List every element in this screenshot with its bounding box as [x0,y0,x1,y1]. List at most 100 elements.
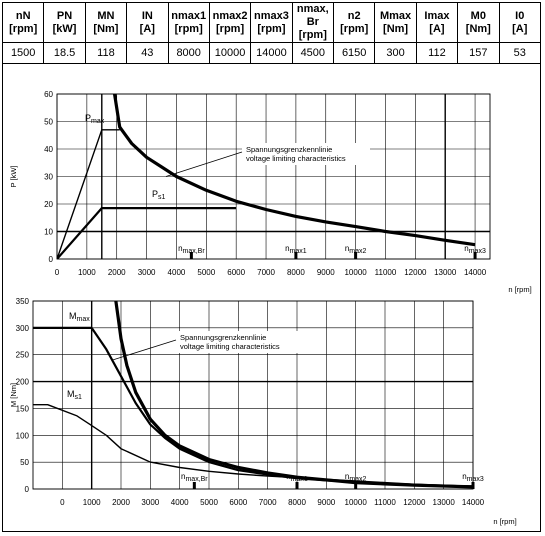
annotation-box [242,143,370,165]
spec-header-3: IN [A] [126,2,169,43]
y-tick-label: 150 [16,404,30,413]
spec-header-9: Mmax [Nm] [374,2,417,43]
marker-nmax1 [295,482,299,489]
marker-label: nmax,Br [181,472,208,483]
spec-unit: [Nm] [465,22,491,35]
y-tick-label: 250 [16,351,30,360]
y-tick-label: 10 [44,228,53,237]
chart-torque: 0 1000 2000 3000 4000 5000 6000 7000 8000 9000 100… [9,297,517,526]
x-tick-label: 9000 [317,268,335,277]
series-p-s1-line [57,207,237,259]
x-tick-label: 5000 [200,498,218,507]
spec-header-7: nmax, Br [rpm] [291,2,335,43]
spec-symbol: Mmax [379,9,412,22]
x-tick-label: 10000 [344,268,367,277]
marker-label-subscript: max2 [349,248,366,255]
spec-symbol: nmax2 [212,9,248,22]
x-tick-label: 12000 [404,268,427,277]
marker-label-subscript: max3 [467,476,484,483]
y-tick-label: 350 [16,297,30,306]
spec-header-10: Imax [A] [415,2,459,43]
spec-symbol: nN [15,9,31,22]
x-tick-label: 2000 [112,498,130,507]
x-tick-label: 6000 [229,498,247,507]
y-axis-label: P [kW] [9,166,18,188]
spec-value-6: 14000 [250,42,293,64]
y-tick-label: 50 [20,458,29,467]
series-p-s1-label: Ps1 [152,189,166,201]
marker-label-subscript: max1 [290,248,307,255]
spec-value-3: 43 [126,42,169,64]
spec-unit: [rpm] [216,22,245,35]
spec-header-11: M0 [Nm] [457,2,500,43]
annotation-line-1: Spannungsgrenzkennlinie [180,333,266,342]
x-tick-label: 13000 [434,268,457,277]
spec-value-12: 53 [498,42,541,64]
y-axis-label: M [Nm] [9,383,18,407]
series-label-subscript: s1 [75,394,83,401]
spec-unit: [rpm] [298,29,327,41]
marker-nmax-br [189,252,193,259]
y-tick-label: 20 [44,200,53,209]
series-group [57,94,476,259]
marker-nmax2 [354,252,358,259]
marker-nmax3 [471,482,475,489]
series-group [33,301,473,489]
x-tick-label: 14000 [464,268,487,277]
spec-symbol: PN [56,9,73,22]
spec-unit: [rpm] [9,22,38,35]
spec-symbol: MN [97,9,115,22]
x-tick-label: 1000 [83,498,101,507]
annotation-leader [112,339,177,361]
x-tick-label: 12000 [403,498,426,507]
x-tick-label: 0 [60,498,65,507]
chart-power: 0 1000 2000 3000 4000 5000 6000 7000 8000 9000 100… [9,90,532,294]
marker-label-subscript: max2 [349,476,366,483]
x-tick-label: 0 [55,268,60,277]
x-tick-label: 13000 [433,498,456,507]
marker-nmax1 [294,252,298,259]
spec-symbol: Imax [424,9,450,22]
series-label-subscript: s1 [158,194,166,201]
marker-label: nmax3 [464,244,486,255]
marker-label-subscript: max3 [469,248,486,255]
spec-unit: [A] [139,22,155,35]
spec-value-7: 4500 [291,42,335,64]
spec-header-12: I0 [A] [498,2,541,43]
annotation-box [176,331,304,353]
x-axis-label: n [rpm] [508,285,531,294]
series-voltage-limit-line [114,301,473,489]
x-tick-label: 11000 [374,498,396,507]
series-m-s1-line [33,404,473,487]
spec-unit: [rpm] [174,22,203,35]
marker-label-subscript: max1 [291,476,308,483]
spec-header-row: nN [rpm] PN [kW] MN [Nm] IN [A] nmax1 [rpm] nmax2[… [1,2,541,43]
marker-nmax-br [192,482,196,489]
x-tick-label: 2000 [108,268,126,277]
marker-label: nmax2 [345,244,367,255]
marker-label: nmax,Br [178,244,205,255]
spec-symbol: nmax1 [171,9,207,22]
y-tick-label: 100 [16,431,30,440]
annotation-line-1: Spannungsgrenzkennlinie [246,145,332,154]
series-p-max-line [57,129,120,259]
x-tick-label: 3000 [138,268,156,277]
annotation-line-2: voltage limiting characteristics [246,154,346,163]
spec-unit: [Nm] [93,22,119,35]
y-tick-label: 30 [44,173,53,182]
spec-value-5: 10000 [208,42,252,64]
series-voltage-limit-line [112,94,476,247]
spec-unit: [rpm] [257,22,286,35]
annotation-leader [165,151,243,177]
spec-table: nN [rpm] PN [kW] MN [Nm] IN [A] nmax1 [rpm] nmax2[… [1,2,541,64]
marker-label: nmax2 [345,472,367,483]
spec-value-2: 118 [84,42,128,64]
x-tick-label: 8000 [288,498,306,507]
series-label-subscript: max [77,316,91,323]
marker-label: nmax1 [285,244,307,255]
x-tick-label: 5000 [197,268,215,277]
x-tick-label: 11000 [375,268,397,277]
spec-symbol: nmax3 [254,9,289,22]
x-tick-label: 4000 [171,498,189,507]
